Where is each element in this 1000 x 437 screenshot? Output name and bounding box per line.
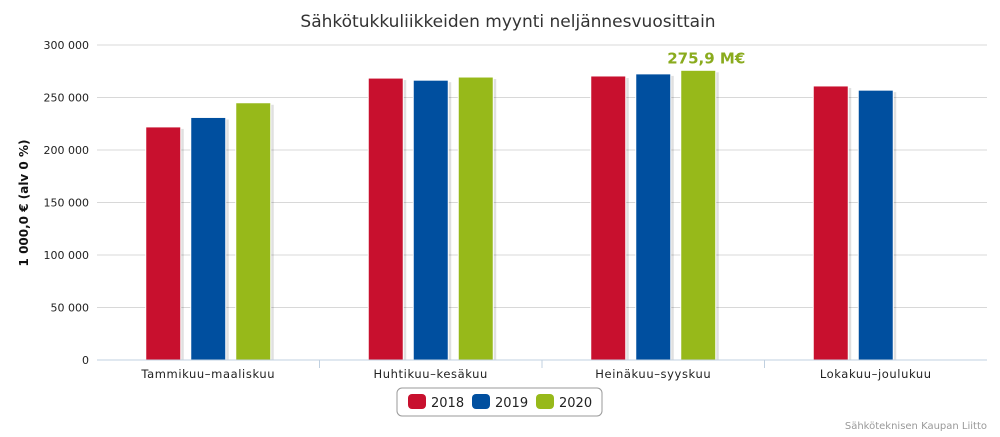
- bar-2019-0: [190, 116, 227, 361]
- legend-item-2019[interactable]: 2019: [472, 394, 528, 411]
- bar-2018-2: [590, 75, 627, 361]
- bar-2019-1: [412, 79, 449, 361]
- y-tick-label: 300 000: [44, 39, 90, 52]
- y-tick-label: 0: [82, 354, 89, 367]
- x-axis-ticks: Tammikuu–maaliskuu Huhtikuu–kesäkuu Heinäk…: [140, 360, 931, 381]
- annotations: 275,9 M€: [667, 49, 745, 67]
- legend-label: 2019: [495, 396, 528, 411]
- legend-swatch: [536, 394, 554, 409]
- legend-swatch: [408, 394, 426, 409]
- bars: [145, 69, 897, 361]
- bar-2020-1: [457, 76, 494, 361]
- y-tick-label: 250 000: [44, 92, 90, 105]
- bar-2018-0: [145, 126, 182, 361]
- x-tick-label: Lokakuu–joulukuu: [820, 367, 932, 381]
- legend-item-2018[interactable]: 2018: [408, 394, 464, 411]
- y-axis-label: 1 000,0 € (alv 0 %): [17, 140, 31, 267]
- bar-2019-3: [857, 89, 894, 361]
- bar-2020-2: [680, 69, 717, 361]
- bar-2020-0: [235, 102, 272, 361]
- y-tick-label: 200 000: [44, 144, 90, 157]
- x-tick-label: Tammikuu–maaliskuu: [140, 367, 275, 381]
- bar-2018-1: [367, 77, 404, 361]
- x-tick-label: Heinäkuu–syyskuu: [595, 367, 711, 381]
- gridlines: [97, 44, 987, 308]
- x-tick-label: Huhtikuu–kesäkuu: [374, 367, 488, 381]
- legend-label: 2018: [431, 396, 464, 411]
- legend: 2018 2019 2020: [396, 387, 603, 417]
- legend-swatch: [472, 394, 490, 409]
- chart-title: Sähkötukkuliikkeiden myynti neljännesvuo…: [300, 12, 715, 32]
- y-tick-label: 50 000: [51, 302, 90, 315]
- legend-label: 2020: [559, 396, 592, 411]
- bar-2019-2: [635, 73, 672, 361]
- bar-2018-3: [812, 85, 849, 361]
- data-label: 275,9 M€: [667, 49, 745, 67]
- y-tick-label: 150 000: [44, 197, 90, 210]
- y-axis-ticks: 0 50 000 100 000 150 000 200 000 250 000 300 0…: [44, 39, 90, 367]
- legend-item-2020[interactable]: 2020: [536, 394, 592, 411]
- source-credit: Sähköteknisen Kaupan Liitto: [845, 421, 987, 432]
- y-tick-label: 100 000: [44, 249, 90, 262]
